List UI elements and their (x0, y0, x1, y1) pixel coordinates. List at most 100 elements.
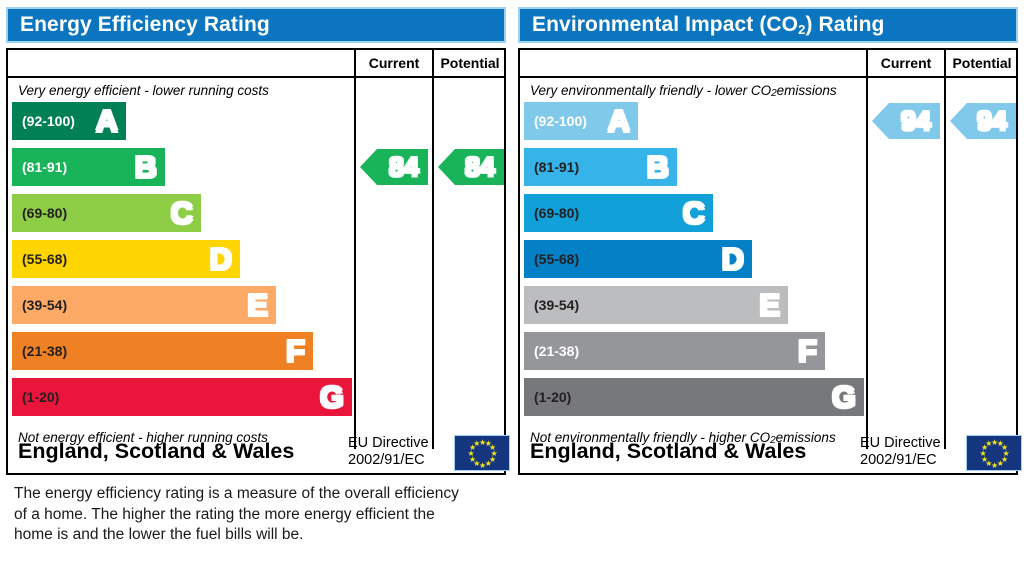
eu-star-icon: ★ (469, 454, 477, 464)
energy-band-letter-g: G (319, 379, 345, 415)
energy-current-column-header: Current (354, 50, 432, 76)
environmental-divider-potential (944, 78, 946, 449)
environmental-band-letter-f: F (797, 333, 817, 369)
environmental-band-letter-d: D (721, 241, 745, 277)
eu-star-icon: ★ (981, 454, 989, 464)
environmental-current-rating-arrow: 94 (872, 103, 940, 139)
environmental-band-letter-b: B (646, 149, 670, 185)
eu-star-icon: ★ (488, 454, 497, 464)
environmental-footer: England, Scotland & Wales EU Directive 2… (518, 430, 1022, 475)
energy-band-a: (92-100) A (12, 102, 126, 140)
energy-caption-top: Very energy efficient - lower running co… (18, 82, 269, 98)
eu-star-icon: ★ (473, 439, 481, 449)
energy-efficiency-title-bar: Energy Efficiency Rating (6, 7, 506, 43)
environmental-band-list: (92-100) A (81-91) B (69-80) C (55-68) D (39-54)… (524, 102, 866, 425)
energy-band-c: (69-80) C (12, 194, 201, 232)
eu-star-icon: ★ (996, 458, 1004, 468)
environmental-band-range-f: (21-38) (534, 343, 580, 359)
environmental-current-rating-value: 94 (900, 105, 931, 136)
energy-efficiency-chart: Current Potential Very energy efficient … (6, 48, 506, 475)
eu-star-icon: ★ (488, 443, 497, 453)
energy-potential-column-header: Potential (432, 50, 506, 76)
eu-star-icon: ★ (996, 439, 1004, 449)
environmental-band-range-e: (39-54) (534, 297, 580, 313)
environmental-band-range-b: (81-91) (534, 159, 580, 175)
environmental-column-header-row: Current Potential (520, 50, 1016, 78)
environmental-band-e: (39-54) E (524, 286, 788, 324)
page-title-environmental: Environmental Impact (CO2) Rating (532, 13, 885, 37)
eu-star-icon: ★ (473, 458, 481, 468)
environmental-band-letter-a: A (607, 103, 631, 139)
energy-efficiency-panel: Energy Efficiency Rating Current Potenti… (6, 7, 510, 543)
environmental-footer-directive: EU Directive 2002/91/EC (860, 435, 941, 468)
eu-flag-icon: ★ ★ ★ ★ ★ ★ ★ ★ ★ ★ ★ ★ (454, 435, 510, 471)
energy-band-range-d: (55-68) (22, 251, 68, 267)
energy-caption-bottom: Not energy efficient - higher running co… (18, 429, 268, 445)
eu-star-icon: ★ (991, 460, 999, 470)
energy-band-e: (39-54) E (12, 286, 276, 324)
environmental-directive-line-2: 2002/91/EC (860, 451, 937, 468)
eu-star-icon: ★ (985, 439, 993, 449)
energy-divider-current (354, 78, 356, 449)
eu-star-icon: ★ (1000, 454, 1009, 464)
energy-directive-line-1: EU Directive (348, 435, 429, 451)
environmental-band-f: (21-38) F (524, 332, 825, 370)
environmental-band-range-a: (92-100) (534, 113, 587, 129)
eu-star-icon: ★ (985, 458, 993, 468)
energy-band-letter-f: F (285, 333, 305, 369)
energy-footer-directive: EU Directive 2002/91/EC (348, 435, 429, 468)
environmental-potential-column-header: Potential (944, 50, 1018, 76)
energy-column-header-row: Current Potential (8, 50, 504, 78)
environmental-band-range-d: (55-68) (534, 251, 580, 267)
environmental-caption-top: Very environmentally friendly - lower CO… (530, 82, 837, 99)
environmental-band-g: (1-20) G (524, 378, 864, 416)
energy-band-letter-a: A (95, 103, 119, 139)
environmental-band-d: (55-68) D (524, 240, 752, 278)
energy-band-range-g: (1-20) (22, 389, 60, 405)
environmental-band-a: (92-100) A (524, 102, 638, 140)
eu-star-icon: ★ (490, 449, 498, 458)
energy-potential-rating-value: 84 (464, 151, 495, 182)
environmental-band-b: (81-91) B (524, 148, 677, 186)
environmental-divider-current (866, 78, 868, 449)
energy-band-letter-d: D (209, 241, 233, 277)
environmental-band-c: (69-80) C (524, 194, 713, 232)
energy-band-range-b: (81-91) (22, 159, 68, 175)
eu-star-icon: ★ (484, 458, 492, 468)
energy-band-range-f: (21-38) (22, 343, 68, 359)
energy-band-letter-e: E (247, 287, 269, 323)
energy-band-letter-b: B (134, 149, 158, 185)
energy-band-d: (55-68) D (12, 240, 240, 278)
energy-current-rating-value: 84 (388, 151, 419, 182)
eu-star-icon: ★ (484, 439, 492, 449)
eu-star-icon: ★ (479, 460, 487, 470)
environmental-band-range-c: (69-80) (534, 205, 580, 221)
energy-band-range-e: (39-54) (22, 297, 68, 313)
environmental-band-letter-g: G (831, 379, 857, 415)
eu-star-icon: ★ (469, 443, 477, 453)
environmental-impact-panel: Environmental Impact (CO2) Rating Curren… (512, 0, 1024, 570)
page-title: Energy Efficiency Rating (20, 13, 270, 36)
eu-star-icon: ★ (979, 449, 987, 458)
eu-flag-icon: ★ ★ ★ ★ ★ ★ ★ ★ ★ ★ ★ ★ (966, 435, 1022, 471)
environmental-potential-rating-value: 94 (976, 105, 1007, 136)
energy-band-list: (92-100) A (81-91) B (69-80) C (55-68) D (39-54)… (12, 102, 354, 425)
energy-band-letter-c: C (170, 195, 194, 231)
environmental-potential-rating-arrow: 94 (950, 103, 1016, 139)
eu-star-icon: ★ (467, 449, 475, 458)
energy-current-rating-arrow: 84 (360, 149, 428, 185)
environmental-current-column-header: Current (866, 50, 944, 76)
energy-band-f: (21-38) F (12, 332, 313, 370)
energy-band-b: (81-91) B (12, 148, 165, 186)
environmental-impact-chart: Current Potential Very environmentally f… (518, 48, 1018, 475)
eu-star-icon: ★ (981, 443, 989, 453)
environmental-directive-line-1: EU Directive (860, 435, 941, 451)
eu-star-icon: ★ (1002, 449, 1010, 458)
energy-divider-potential (432, 78, 434, 449)
energy-band-range-a: (92-100) (22, 113, 75, 129)
eu-star-icon: ★ (991, 437, 999, 447)
energy-footer: England, Scotland & Wales EU Directive 2… (6, 430, 510, 475)
eu-star-icon: ★ (1000, 443, 1009, 453)
energy-band-g: (1-20) G (12, 378, 352, 416)
